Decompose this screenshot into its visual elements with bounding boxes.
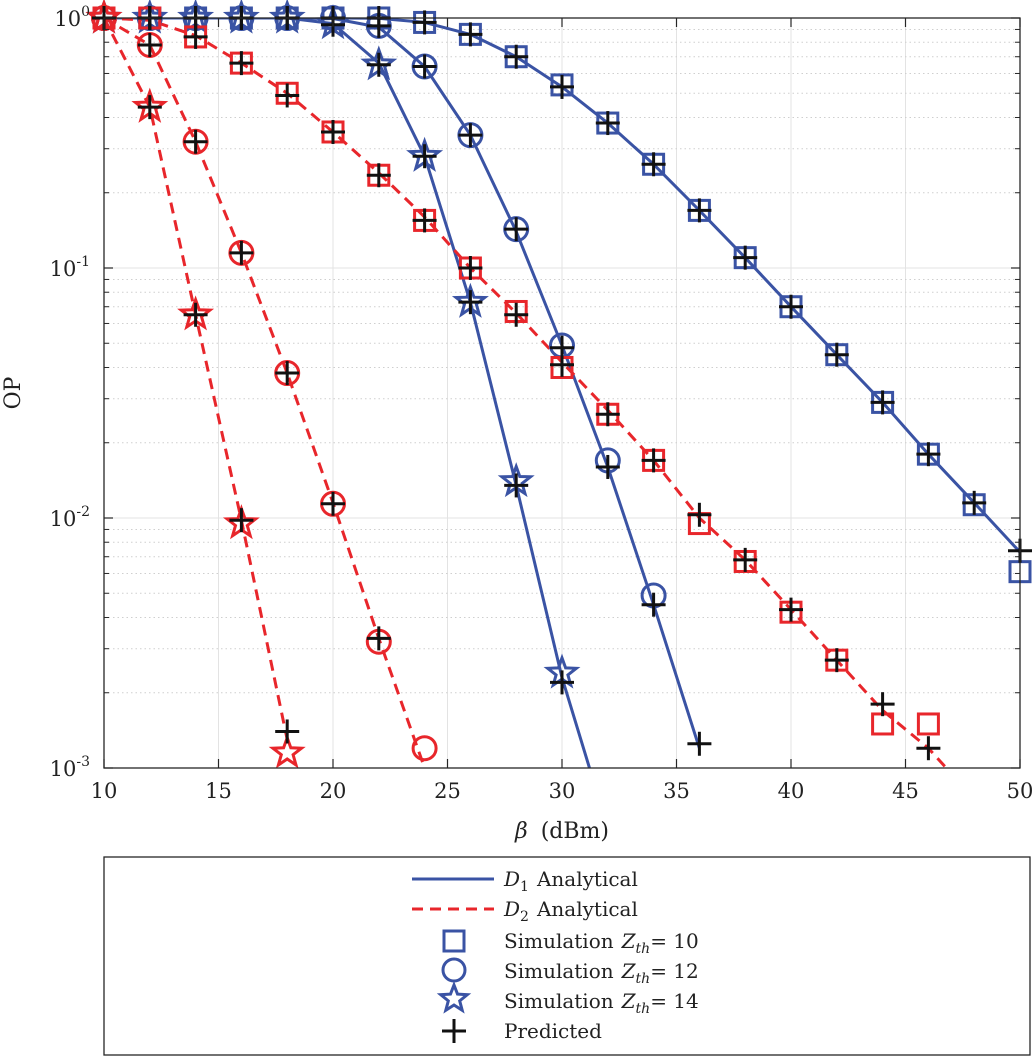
x-tick-label: 10 — [91, 779, 118, 803]
predicted-plus-marker — [641, 448, 666, 473]
predicted-plus-marker — [595, 402, 620, 427]
legend-star-icon — [436, 980, 472, 1014]
predicted-plus-marker — [183, 129, 208, 154]
predicted-plus-marker — [275, 719, 300, 744]
predicted-plus-marker — [321, 119, 345, 144]
predicted-plus-marker — [137, 95, 162, 120]
predicted-plus-marker — [458, 123, 483, 148]
legend-box — [103, 856, 1031, 1056]
x-tick-label: 35 — [663, 779, 690, 803]
sim-circle-marker — [411, 735, 438, 762]
predicted-plus-marker — [687, 198, 712, 223]
predicted-plus-marker — [275, 361, 300, 386]
predicted-plus-marker — [550, 352, 574, 377]
predicted-plus-marker — [229, 240, 254, 265]
y-tick-label: 10-3 — [50, 754, 90, 781]
x-tick-label: 25 — [434, 779, 461, 803]
legend-plus-icon — [442, 1019, 466, 1043]
predicted-plus-marker — [733, 547, 758, 572]
predicted-plus-marker — [687, 731, 712, 756]
predicted-plus-marker — [183, 24, 208, 49]
predicted-plus-marker — [137, 32, 162, 57]
predicted-plus-marker — [504, 217, 529, 242]
legend-predicted-label: Predicted — [504, 1019, 602, 1043]
predicted-plus-marker — [275, 83, 300, 108]
x-tick-label: 45 — [892, 779, 919, 803]
legend-d1-label: D1 Analytical — [503, 867, 638, 895]
predicted-plus-marker — [779, 294, 803, 319]
series-line-d1-circle — [104, 18, 701, 749]
predicted-plus-marker — [229, 51, 254, 76]
predicted-plus-marker — [412, 10, 437, 35]
predicted-plus-marker — [412, 208, 437, 233]
predicted-plus-marker — [183, 302, 208, 327]
y-tick-label: 100 — [54, 4, 90, 31]
predicted-plus-marker — [916, 736, 941, 761]
predicted-plus-marker — [550, 670, 574, 695]
sim-star-marker — [268, 733, 306, 769]
y-tick-label: 10-1 — [50, 254, 90, 281]
predicted-plus-marker — [824, 342, 849, 367]
series-line-d2-star — [104, 18, 289, 740]
predicted-plus-marker — [733, 245, 758, 270]
predicted-plus-marker — [458, 256, 483, 280]
legend-d2-label: D2 Analytical — [503, 897, 638, 925]
predicted-plus-marker — [641, 152, 666, 177]
x-axis-symbol: β — [514, 819, 528, 844]
predicted-plus-marker — [458, 22, 483, 47]
series-line-d1-star — [104, 18, 591, 768]
predicted-plus-marker — [550, 74, 574, 99]
predicted-plus-marker — [870, 692, 895, 717]
predicted-plus-marker — [504, 44, 529, 69]
predicted-plus-marker — [458, 290, 483, 315]
series-line-d2-square — [104, 18, 949, 768]
predicted-plus-marker — [504, 302, 529, 327]
predicted-plus-marker — [824, 648, 849, 673]
predicted-plus-marker — [412, 144, 437, 169]
y-axis-label: OP — [1, 376, 26, 409]
x-tick-label: 30 — [549, 779, 576, 803]
predicted-plus-marker — [595, 454, 620, 479]
x-tick-label: 20 — [320, 779, 347, 803]
predicted-plus-marker — [366, 52, 391, 77]
predicted-plus-marker — [229, 508, 254, 533]
predicted-plus-marker — [366, 626, 391, 651]
legend-sim12-label: Simulation Zth= 12 — [504, 959, 699, 987]
predicted-plus-marker — [595, 111, 620, 136]
predicted-plus-marker — [962, 490, 987, 515]
x-tick-label: 50 — [1007, 779, 1034, 803]
predicted-plus-marker — [641, 592, 666, 617]
predicted-plus-marker — [870, 390, 895, 415]
sim-square-marker — [916, 712, 940, 736]
legend-sim10-label: Simulation Zth= 10 — [504, 929, 699, 957]
predicted-plus-marker — [366, 163, 391, 188]
predicted-plus-marker — [321, 491, 345, 516]
predicted-plus-marker — [504, 473, 529, 498]
plot-area — [85, 0, 1032, 769]
predicted-plus-marker — [916, 442, 941, 467]
x-axis-unit: (dBm) — [541, 819, 609, 844]
ticks-layer: 10 15 20 25 30 35 40 45 50 100 10-1 10-2 10-3 — [50, 4, 1034, 803]
y-tick-label: 10-2 — [50, 504, 90, 531]
series-line-d2-circle — [104, 18, 427, 768]
predicted-plus-marker — [779, 597, 803, 622]
legend: D1 Analytical D2 Analytical Simulation Zth=… — [103, 856, 1031, 1056]
x-axis-label: β (dBm) — [514, 819, 609, 844]
predicted-plus-marker — [687, 502, 712, 527]
predicted-plus-marker — [412, 54, 437, 79]
legend-square-icon — [442, 929, 466, 953]
legend-sim14-label: Simulation Zth= 14 — [504, 989, 699, 1017]
x-tick-label: 15 — [205, 779, 232, 803]
x-tick-label: 40 — [778, 779, 805, 803]
